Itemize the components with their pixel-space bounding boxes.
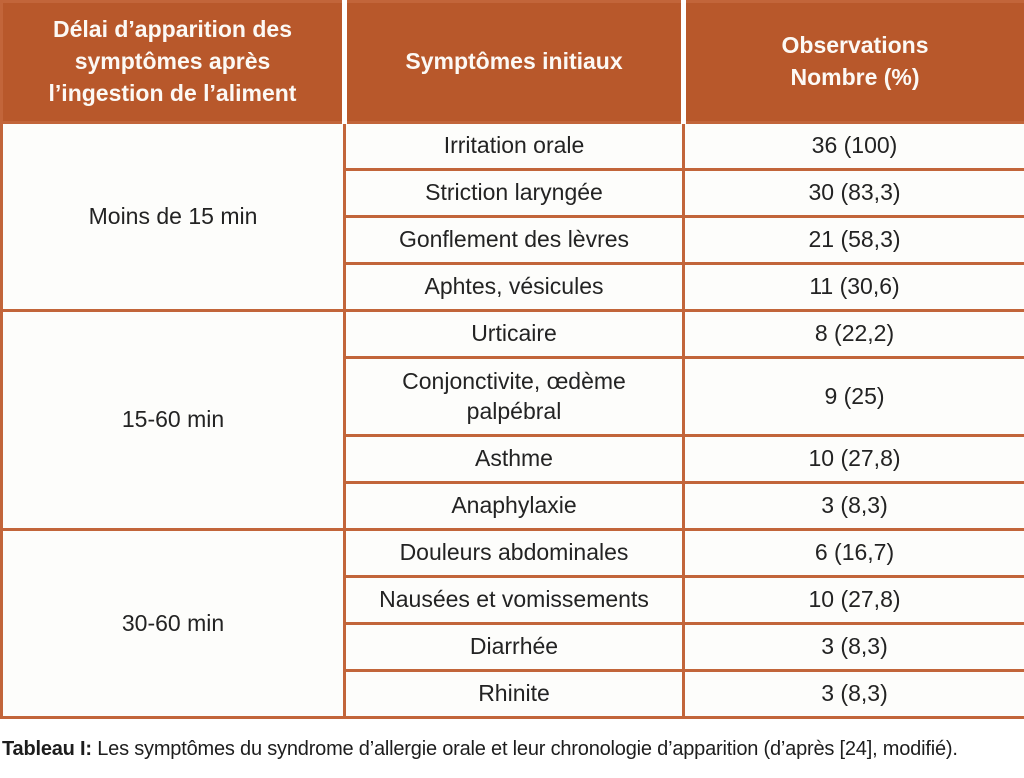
symptom-cell: Aphtes, vésicules bbox=[343, 262, 685, 312]
observations-cell: 30 (83,3) bbox=[682, 168, 1024, 218]
header-symptoms: Symptômes initiaux bbox=[342, 1, 684, 123]
delay-cell: 15-60 min bbox=[0, 309, 346, 531]
table-row: Moins de 15 min Irritation orale 36 (100… bbox=[0, 121, 1024, 312]
table-row: 30-60 min Douleurs abdominales 6 (16,7) bbox=[0, 528, 1024, 719]
header-delay: Délai d’apparition des symptômes après l… bbox=[1, 1, 345, 123]
observations-cell: 3 (8,3) bbox=[682, 481, 1024, 531]
header-row: Délai d’apparition des symptômes après l… bbox=[1, 1, 1024, 123]
symptom-cell: Asthme bbox=[343, 434, 685, 484]
table-row: Striction laryngée 30 (83,3) bbox=[2, 168, 1024, 218]
observations-cell: 10 (27,8) bbox=[682, 575, 1024, 625]
delay-cell: 30-60 min bbox=[0, 528, 346, 719]
table-row: 15-60 min Urticaire 8 (22,2) bbox=[0, 309, 1024, 531]
table-row: Asthme 10 (27,8) bbox=[2, 434, 1024, 484]
observations-cell: 11 (30,6) bbox=[682, 262, 1024, 312]
symptom-cell: Rhinite bbox=[343, 669, 685, 719]
observations-cell: 8 (22,2) bbox=[682, 309, 1024, 359]
symptom-cell: Anaphylaxie bbox=[343, 481, 685, 531]
observations-cell: 3 (8,3) bbox=[682, 622, 1024, 672]
observations-cell: 36 (100) bbox=[682, 121, 1024, 171]
table-row: Anaphylaxie 3 (8,3) bbox=[2, 481, 1024, 531]
observations-cell: 10 (27,8) bbox=[682, 434, 1024, 484]
symptom-cell: Douleurs abdominales bbox=[343, 528, 685, 578]
observations-cell: 3 (8,3) bbox=[682, 669, 1024, 719]
table-caption: Tableau I: Les symptômes du syndrome d’a… bbox=[2, 738, 1024, 761]
symptom-cell: Nausées et vomissements bbox=[343, 575, 685, 625]
table-row: Nausées et vomissements 10 (27,8) bbox=[2, 575, 1024, 625]
table-header: Délai d’apparition des symptômes après l… bbox=[1, 1, 1024, 123]
symptom-cell: Striction laryngée bbox=[343, 168, 685, 218]
table-row: Rhinite 3 (8,3) bbox=[2, 669, 1024, 719]
observations-cell: 6 (16,7) bbox=[682, 528, 1024, 578]
table-row: Conjonctivite, œdème palpébral 9 (25) bbox=[2, 356, 1024, 437]
symptom-cell: Urticaire bbox=[343, 309, 685, 359]
observations-cell: 9 (25) bbox=[682, 356, 1024, 437]
table-body: Moins de 15 min Irritation orale 36 (100… bbox=[0, 121, 1024, 719]
caption-label: Tableau I: bbox=[2, 738, 92, 760]
observations-cell: 21 (58,3) bbox=[682, 215, 1024, 265]
symptoms-table: Délai d’apparition des symptômes après l… bbox=[0, 0, 1024, 719]
symptom-cell: Conjonctivite, œdème palpébral bbox=[343, 356, 685, 437]
caption-text: Les symptômes du syndrome d’allergie ora… bbox=[97, 738, 958, 760]
delay-cell: Moins de 15 min bbox=[0, 121, 346, 312]
table-row: Diarrhée 3 (8,3) bbox=[2, 622, 1024, 672]
symptom-cell: Irritation orale bbox=[343, 121, 685, 171]
header-observations: Observations Nombre (%) bbox=[681, 1, 1024, 123]
table-row: Gonflement des lèvres 21 (58,3) bbox=[2, 215, 1024, 265]
table-row: Aphtes, vésicules 11 (30,6) bbox=[2, 262, 1024, 312]
symptom-cell: Diarrhée bbox=[343, 622, 685, 672]
symptom-cell: Gonflement des lèvres bbox=[343, 215, 685, 265]
